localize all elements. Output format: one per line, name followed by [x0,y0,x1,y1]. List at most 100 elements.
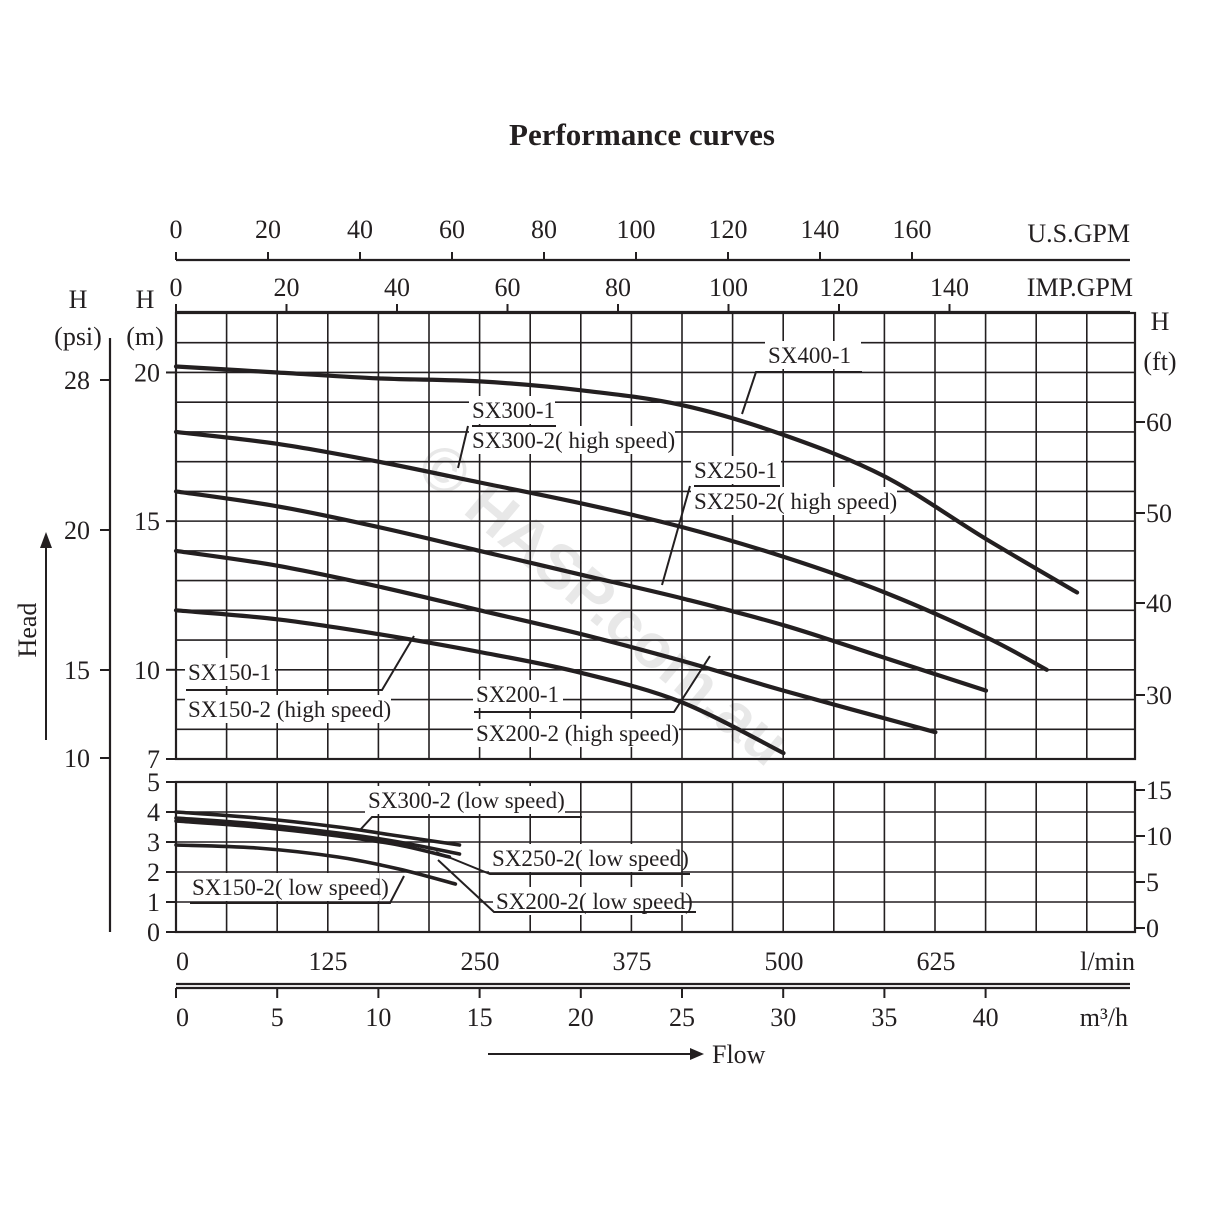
curve-low-sx150-2 [174,843,458,886]
ft-tick-label: 40 [1146,589,1172,618]
curve-low-sx200-2 [174,819,452,859]
impgpm-tick-label: 60 [495,273,521,302]
low-m-tick-label: 3 [147,828,160,857]
usgpm-unit-label: U.S.GPM [1027,219,1130,248]
leader-sx250 [661,485,691,586]
ft-tick-label: 50 [1146,499,1172,528]
m-unit-top: H [136,285,155,314]
low-ft-tick-label: 10 [1146,822,1172,851]
psi-unit-top: H [69,285,88,314]
label-sx250-2-high: SX250-2( high speed) [694,489,897,514]
lmin-tick-label: 125 [309,947,348,976]
m-unit-bottom: (m) [126,322,164,351]
label-sx200-low-bg [493,887,683,915]
label-sx200-1: SX200-1 [476,682,559,707]
curve-sx400-1 [173,364,1080,595]
low-ft-tick-label: 15 [1146,776,1172,805]
usgpm-tick-label: 80 [531,215,557,244]
lmin-tick-label: 250 [461,947,500,976]
m3h-tick-label: 35 [871,1003,897,1032]
leader-sx250-low [435,851,690,875]
leader-sx150-low [190,875,405,904]
curve-sx200-1 [173,548,938,735]
usgpm-tick-label: 100 [617,215,656,244]
low-ft-tick-label: 5 [1146,868,1159,897]
ft-tick-label: 60 [1146,408,1172,437]
leader-sx300-low [359,816,582,831]
label-sx150-2-high: SX150-2 (high speed) [188,697,391,722]
label-sx250-1-bg [691,456,781,484]
leader-sx400 [741,371,862,415]
head-arrow-head [40,532,52,548]
usgpm-tick-label: 120 [709,215,748,244]
curve-low-sx250-2 [174,816,462,856]
low-m-tick-label: 2 [147,858,160,887]
impgpm-tick-label: 80 [605,273,631,302]
low-m-tick-label: 0 [147,918,160,947]
m3h-tick-label: 40 [973,1003,999,1032]
impgpm-tick-label: 120 [820,273,859,302]
m-tick-label: 20 [134,358,160,387]
label-sx200-2-high-bg [473,719,679,747]
usgpm-tick-label: 20 [255,215,281,244]
label-sx300-2-high: SX300-2( high speed) [472,428,675,453]
label-sx150-1: SX150-1 [188,660,271,685]
low-m-tick-label: 4 [147,798,160,827]
chart-title: Performance curves [509,117,775,152]
label-sx150-2-high-bg [185,695,391,723]
label-sx200-1-bg [473,680,563,708]
curve-sx150-1 [173,608,786,756]
psi-unit-bottom: (psi) [54,322,102,351]
low-m-tick-label: 5 [147,768,160,797]
psi-tick-label: 15 [64,656,90,685]
label-sx300-low-bg [365,786,565,814]
leader-sx200 [474,655,711,713]
label-sx300-low: SX300-2 (low speed) [368,788,565,813]
psi-tick-label: 20 [64,516,90,545]
m3h-unit-label: m³/h [1080,1003,1128,1032]
lower-frame [174,780,1137,934]
impgpm-unit-label: IMP.GPM [1027,273,1133,302]
ft-tick-label: 30 [1146,681,1172,710]
leader-sx200-low [437,859,696,913]
usgpm-tick-label: 0 [170,215,183,244]
lmin-tick-label: 375 [613,947,652,976]
low-ft-tick-label: 0 [1146,914,1159,943]
m3h-tick-label: 10 [365,1003,391,1032]
m3h-tick-label: 15 [467,1003,493,1032]
m3h-tick-label: 30 [770,1003,796,1032]
curve-low-sx300-2 [174,810,462,847]
m3h-tick-label: 5 [271,1003,284,1032]
lmin-tick-label: 625 [917,947,956,976]
label-sx400-1-bg [765,341,861,369]
head-label: Head [13,603,42,658]
label-sx200-low: SX200-2( low speed) [496,889,693,914]
m3h-tick-label: 20 [568,1003,594,1032]
m-tick-label: 7 [147,745,160,774]
curve-sx250-1 [173,489,989,693]
lmin-unit-label: l/min [1080,947,1135,976]
impgpm-tick-label: 140 [930,273,969,302]
leader-sx300 [457,425,469,469]
impgpm-tick-label: 0 [170,273,183,302]
psi-tick-label: 10 [64,744,90,773]
usgpm-tick-label: 140 [801,215,840,244]
usgpm-tick-label: 40 [347,215,373,244]
m-tick-label: 15 [134,507,160,536]
label-sx200-2-high: SX200-2 (high speed) [476,721,679,746]
label-sx250-low: SX250-2( low speed) [492,846,689,871]
leader-sx150 [186,635,415,691]
label-sx300-1-bg [469,396,555,424]
curves [173,364,1080,886]
curve-sx300-1 [173,429,1049,672]
curve-labels: SX400-1 SX300-1 SX300-2( high speed) SX250-… [185,341,897,915]
impgpm-tick-label: 100 [709,273,748,302]
usgpm-tick-label: 160 [893,215,932,244]
m3h-tick-label: 25 [669,1003,695,1032]
psi-tick-label: 28 [64,366,90,395]
usgpm-tick-label: 60 [439,215,465,244]
label-sx150-low: SX150-2( low speed) [192,875,389,900]
ft-unit-bottom: (ft) [1143,347,1176,376]
